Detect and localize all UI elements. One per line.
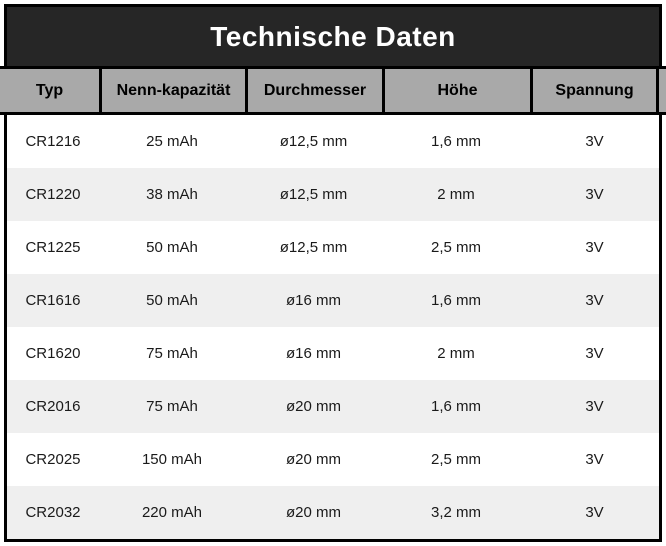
cell-diameter: ø16 mm (285, 292, 341, 309)
cell-height: 2,5 mm (430, 239, 481, 256)
cell-height: 1,6 mm (430, 292, 481, 309)
cell-voltage: 3V (585, 239, 604, 256)
cell-typ: CR1620 (25, 345, 81, 362)
cell-voltage: 3V (585, 292, 604, 309)
cell-height: 1,6 mm (430, 398, 481, 415)
table-row: CR1616 50 mAh ø16 mm 1,6 mm 3V (7, 274, 659, 327)
table-body: CR1216 25 mAh ø12,5 mm 1,6 mm 3V CR1220 … (7, 115, 659, 539)
cell-voltage: 3V (585, 186, 604, 203)
table-row: CR1620 75 mAh ø16 mm 2 mm 3V (7, 327, 659, 380)
cell-typ: CR1616 (25, 292, 81, 309)
column-header-durchmesser: Durchmesser (248, 69, 385, 112)
cell-capacity: 50 mAh (146, 239, 198, 256)
column-header-typ: Typ (0, 69, 102, 112)
cell-capacity: 150 mAh (141, 451, 203, 468)
column-header-nenn-kapazitaet: Nenn-kapazität (102, 69, 248, 112)
table-title: Technische Daten (210, 20, 456, 52)
cell-diameter: ø20 mm (285, 451, 341, 468)
title-bar: Technische Daten (7, 7, 659, 66)
table-header-row: Typ Nenn-kapazität Durchmesser Höhe Span… (0, 66, 666, 115)
cell-height: 1,6 mm (430, 133, 481, 150)
cell-voltage: 3V (585, 398, 604, 415)
cell-typ: CR2025 (25, 451, 81, 468)
cell-typ: CR1225 (25, 239, 81, 256)
cell-diameter: ø12,5 mm (279, 186, 348, 203)
cell-diameter: ø12,5 mm (279, 133, 348, 150)
table-row: CR2032 220 mAh ø20 mm 3,2 mm 3V (7, 486, 659, 539)
cell-capacity: 220 mAh (141, 504, 203, 521)
table-row: CR1220 38 mAh ø12,5 mm 2 mm 3V (7, 168, 659, 221)
cell-typ: CR2032 (25, 504, 81, 521)
cell-capacity: 75 mAh (146, 398, 198, 415)
column-header-spannung: Spannung (533, 69, 659, 112)
cell-diameter: ø20 mm (285, 398, 341, 415)
cell-voltage: 3V (585, 451, 604, 468)
cell-height: 2 mm (437, 186, 475, 203)
cell-voltage: 3V (585, 133, 604, 150)
cell-typ: CR2016 (25, 398, 81, 415)
column-header-hoehe: Höhe (385, 69, 533, 112)
table-row: CR1225 50 mAh ø12,5 mm 2,5 mm 3V (7, 221, 659, 274)
cell-height: 2 mm (437, 345, 475, 362)
cell-height: 2,5 mm (430, 451, 481, 468)
cell-typ: CR1220 (25, 186, 81, 203)
cell-voltage: 3V (585, 345, 604, 362)
cell-diameter: ø20 mm (285, 504, 341, 521)
cell-capacity: 25 mAh (146, 133, 198, 150)
table-row: CR2025 150 mAh ø20 mm 2,5 mm 3V (7, 433, 659, 486)
cell-height: 3,2 mm (430, 504, 481, 521)
cell-capacity: 38 mAh (146, 186, 198, 203)
table-row: CR2016 75 mAh ø20 mm 1,6 mm 3V (7, 380, 659, 433)
cell-capacity: 50 mAh (146, 292, 198, 309)
table-row: CR1216 25 mAh ø12,5 mm 1,6 mm 3V (7, 115, 659, 168)
cell-diameter: ø12,5 mm (279, 239, 348, 256)
cell-capacity: 75 mAh (146, 345, 198, 362)
cell-voltage: 3V (585, 504, 604, 521)
cell-diameter: ø16 mm (285, 345, 341, 362)
cell-typ: CR1216 (25, 133, 81, 150)
